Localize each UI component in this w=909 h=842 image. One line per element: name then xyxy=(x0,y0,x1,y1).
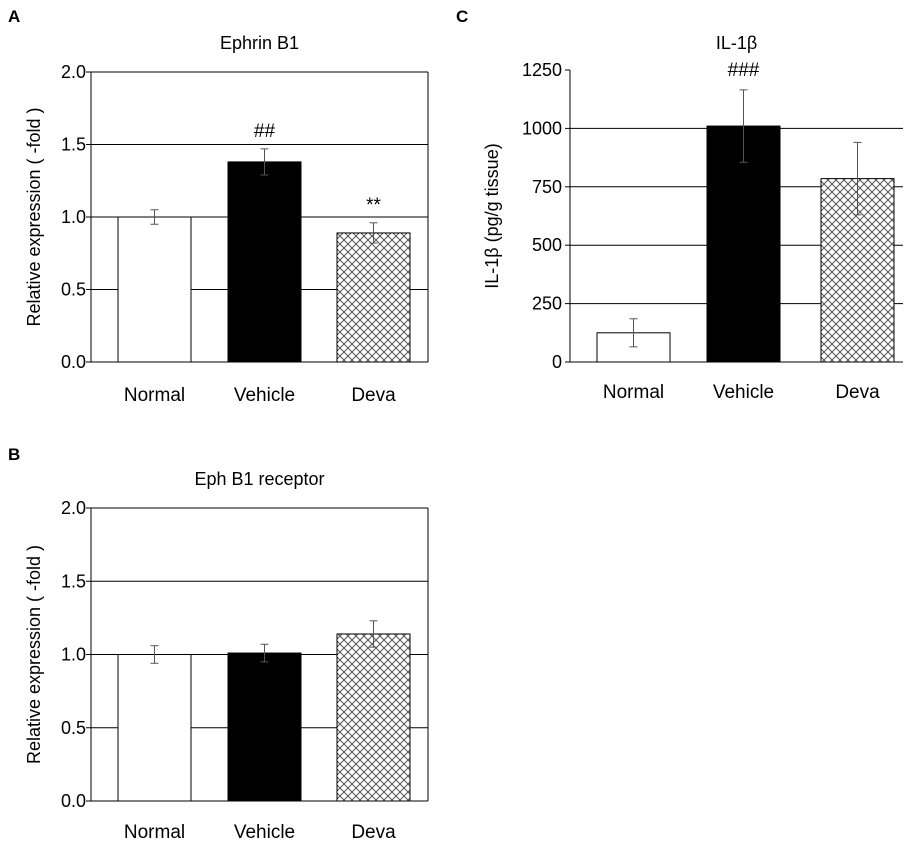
y-tick-label: 750 xyxy=(532,177,562,197)
y-tick-label: 0.5 xyxy=(61,718,86,738)
x-category-label: Deva xyxy=(351,385,396,406)
y-tick-label: 0.0 xyxy=(61,791,86,811)
y-tick-label: 0.0 xyxy=(61,352,86,372)
bar-vehicle xyxy=(706,125,781,363)
x-category-label: Normal xyxy=(603,382,664,403)
y-tick-label: 250 xyxy=(532,294,562,314)
y-axis-label: IL-1β (pg/g tissue) xyxy=(482,143,502,288)
y-tick-label: 1.5 xyxy=(61,135,86,155)
y-axis-label: Relative expression ( -fold ) xyxy=(24,545,44,764)
x-category-label: Deva xyxy=(835,382,880,403)
bar-vehicle xyxy=(227,161,302,363)
y-tick-label: 0 xyxy=(552,352,562,372)
x-category-label: Deva xyxy=(351,822,396,842)
panel-letter: B xyxy=(8,445,20,464)
x-category-label: Normal xyxy=(124,822,185,842)
bar-normal xyxy=(117,654,192,802)
bar-deva xyxy=(336,232,411,363)
significance-marker: ## xyxy=(254,121,276,142)
y-tick-label: 500 xyxy=(532,235,562,255)
y-tick-label: 0.5 xyxy=(61,280,86,300)
y-tick-label: 2.0 xyxy=(61,62,86,82)
chart-title: Ephrin B1 xyxy=(220,33,299,53)
chart-panel-a: A Ephrin B1 0.0 0.5 1.0 1.5 2.0 Normal ## Vehicle… xyxy=(8,7,429,406)
panel-letter: C xyxy=(456,7,468,26)
significance-marker: ### xyxy=(728,60,760,81)
bar-vehicle xyxy=(227,652,302,802)
bar-normal xyxy=(117,216,192,363)
y-tick-label: 1000 xyxy=(522,118,562,138)
x-category-label: Vehicle xyxy=(713,382,774,403)
y-axis-label: Relative expression ( -fold ) xyxy=(24,107,44,326)
chart-panel-c: C IL-1β 0 250 500 750 1000 1250 Normal ### Vehicle… xyxy=(456,7,903,403)
y-tick-label: 1.5 xyxy=(61,571,86,591)
y-tick-label: 2.0 xyxy=(61,498,86,518)
chart-panel-b: B Eph B1 receptor 0.0 0.5 1.0 1.5 2.0 Normal Veh… xyxy=(8,445,429,842)
chart-title: Eph B1 receptor xyxy=(194,469,324,489)
y-tick-label: 1.0 xyxy=(61,207,86,227)
significance-marker: ** xyxy=(366,195,381,216)
x-category-label: Normal xyxy=(124,385,185,406)
panel-letter: A xyxy=(8,7,20,26)
bar-deva xyxy=(336,633,411,802)
x-category-label: Vehicle xyxy=(234,385,295,406)
chart-title: IL-1β xyxy=(716,33,757,53)
y-tick-label: 1.0 xyxy=(61,645,86,665)
x-category-label: Vehicle xyxy=(234,822,295,842)
y-tick-label: 1250 xyxy=(522,60,562,80)
